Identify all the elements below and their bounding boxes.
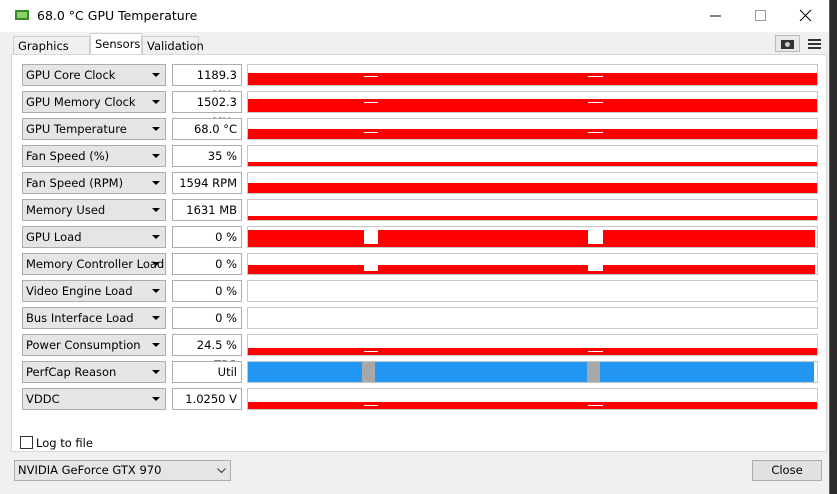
sensor-name[interactable]: Power Consumption bbox=[22, 334, 166, 356]
sensor-graph bbox=[247, 226, 818, 248]
sensor-graph bbox=[247, 118, 818, 140]
graph-fill bbox=[248, 162, 817, 166]
graph-trace bbox=[248, 402, 817, 409]
graph-fill bbox=[362, 362, 375, 382]
sensor-value: 1631 MB bbox=[172, 199, 242, 221]
graph-fill bbox=[588, 244, 603, 247]
sensor-graph bbox=[247, 91, 818, 113]
graph-fill bbox=[248, 265, 364, 274]
graph-fill bbox=[588, 103, 603, 112]
gpu-select-text: NVIDIA GeForce GTX 970 bbox=[18, 463, 162, 477]
graph-fill bbox=[248, 129, 817, 139]
sensor-name[interactable]: GPU Core Clock bbox=[22, 64, 166, 86]
sensor-value: 1594 RPM bbox=[172, 172, 242, 194]
graph-fill bbox=[248, 230, 364, 247]
sensor-name[interactable]: Fan Speed (RPM) bbox=[22, 172, 166, 194]
sensor-graph bbox=[247, 145, 818, 167]
sensor-name[interactable]: GPU Memory Clock bbox=[22, 91, 166, 113]
graph-fill bbox=[603, 230, 815, 247]
gpu-select[interactable]: NVIDIA GeForce GTX 970 bbox=[14, 460, 231, 481]
graph-fill bbox=[248, 73, 817, 85]
sensor-name[interactable]: GPU Load bbox=[22, 226, 166, 248]
sensor-name[interactable]: Video Engine Load bbox=[22, 280, 166, 302]
graph-fill bbox=[588, 352, 603, 355]
graph-trace bbox=[248, 362, 814, 382]
sensor-value: 0 % bbox=[172, 226, 242, 248]
sensor-value: 0 % bbox=[172, 253, 242, 275]
sensor-graph bbox=[247, 64, 818, 86]
graph-trace bbox=[248, 348, 817, 355]
sensor-value: 0 % bbox=[172, 307, 242, 329]
sensor-name[interactable]: GPU Temperature bbox=[22, 118, 166, 140]
sensor-graph bbox=[247, 361, 818, 383]
sensor-graph bbox=[247, 172, 818, 194]
graph-trace bbox=[248, 265, 815, 274]
sensor-graph bbox=[247, 199, 818, 221]
graph-fill bbox=[248, 216, 817, 220]
tab[interactable]: Sensors bbox=[90, 33, 142, 55]
close-x[interactable] bbox=[799, 9, 812, 22]
toolbar-icons[interactable] bbox=[775, 35, 825, 53]
graph-fill bbox=[364, 271, 378, 274]
graph-fill bbox=[248, 402, 817, 409]
graph-fill bbox=[364, 352, 378, 355]
graph-fill bbox=[248, 99, 817, 112]
tab[interactable]: Graphics Card bbox=[13, 36, 90, 71]
title-bar: 68.0 °C GPU Temperature bbox=[0, 0, 829, 32]
sensor-value: 68.0 °C bbox=[172, 118, 242, 140]
window-title: 68.0 °C GPU Temperature bbox=[37, 8, 198, 23]
graph-fill bbox=[603, 265, 815, 274]
graph-trace bbox=[248, 183, 817, 193]
graph-trace bbox=[248, 73, 817, 85]
sensor-name[interactable]: Fan Speed (%) bbox=[22, 145, 166, 167]
graph-fill bbox=[248, 183, 817, 193]
sensor-value: 35 % bbox=[172, 145, 242, 167]
graph-fill bbox=[364, 77, 378, 85]
graph-trace bbox=[248, 129, 817, 139]
graph-fill bbox=[587, 362, 600, 382]
graph-fill bbox=[378, 265, 588, 274]
log-label[interactable]: Log to file bbox=[36, 436, 93, 450]
graph-fill bbox=[248, 348, 817, 355]
select-arrow bbox=[217, 468, 226, 474]
graph-fill bbox=[364, 406, 378, 409]
app-icon bbox=[15, 10, 29, 20]
maximize[interactable] bbox=[755, 10, 766, 21]
graph-trace bbox=[248, 99, 817, 112]
sensor-graph bbox=[247, 307, 818, 329]
sensor-value: 24.5 % TDP bbox=[172, 334, 242, 372]
sensor-name[interactable]: PerfCap Reason bbox=[22, 361, 166, 383]
graph-fill bbox=[588, 271, 603, 274]
sensor-graph bbox=[247, 280, 818, 302]
sensor-name[interactable]: Memory Controller Load bbox=[22, 253, 166, 275]
graph-trace bbox=[248, 216, 817, 220]
tab[interactable]: Validation bbox=[142, 36, 204, 56]
sensor-graph bbox=[247, 388, 818, 410]
sensor-value: Util bbox=[172, 361, 242, 383]
sensor-value: 1502.3 MHz bbox=[172, 91, 242, 129]
graph-fill bbox=[364, 103, 378, 112]
sensor-value: 0 % bbox=[172, 280, 242, 302]
graph-fill bbox=[588, 77, 603, 85]
graph-trace bbox=[248, 230, 815, 247]
close-button[interactable]: Close bbox=[752, 460, 822, 481]
sensor-value: 1189.3 MHz bbox=[172, 64, 242, 102]
sensor-graph bbox=[247, 334, 818, 356]
sensor-graph bbox=[247, 253, 818, 275]
sensor-value: 1.0250 V bbox=[172, 388, 242, 410]
graph-fill bbox=[248, 362, 814, 382]
graph-fill bbox=[364, 244, 378, 247]
log-checkbox[interactable] bbox=[20, 436, 33, 449]
graph-fill bbox=[588, 133, 603, 139]
sensor-name[interactable]: VDDC bbox=[22, 388, 166, 410]
window-controls[interactable] bbox=[700, 8, 820, 24]
graph-fill bbox=[588, 406, 603, 409]
graph-fill bbox=[364, 133, 378, 139]
sensor-name[interactable]: Bus Interface Load bbox=[22, 307, 166, 329]
graph-fill bbox=[378, 230, 588, 247]
sensor-name[interactable]: Memory Used bbox=[22, 199, 166, 221]
graph-trace bbox=[248, 162, 817, 166]
